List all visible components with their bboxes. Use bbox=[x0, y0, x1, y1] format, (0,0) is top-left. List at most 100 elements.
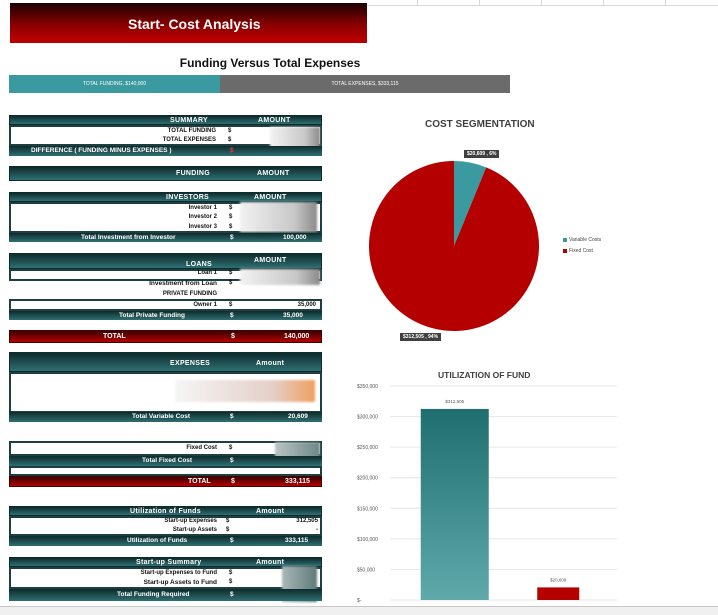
utilization-total-bar: Utilization of Funds $ 333,115 bbox=[9, 536, 322, 546]
funding-vs-expenses-title: Funding Versus Total Expenses bbox=[179, 56, 361, 70]
fixed-total-currency: $ bbox=[230, 457, 234, 464]
startup-summary-title: Start-up Summary bbox=[136, 559, 202, 566]
startup-total-label: Total Funding Required bbox=[117, 591, 190, 598]
investors-total-currency: $ bbox=[230, 234, 234, 241]
investors-total-value: 100,000 bbox=[283, 234, 307, 241]
pie-legend-item-variable: Variable Costs bbox=[563, 237, 601, 243]
pie-label-variable: $20,609 , 6% bbox=[464, 150, 500, 158]
utilization-row-label: Start-up Expenses bbox=[164, 518, 217, 524]
utilization-row-value: - bbox=[316, 527, 318, 533]
utilization-row-label: Start-up Assets bbox=[172, 527, 217, 533]
private-funding-title: PRIVATE FUNDING bbox=[162, 291, 217, 297]
expenses-total-bar: TOTAL $ 333,115 bbox=[9, 476, 322, 487]
summary-row-label: TOTAL EXPENSES bbox=[162, 137, 216, 143]
loan-currency: $ bbox=[229, 270, 233, 276]
utilization-total-value: 333,115 bbox=[285, 537, 309, 544]
loans-total-label: Investment from Loan bbox=[149, 280, 217, 287]
startup-total-currency: $ bbox=[230, 591, 234, 598]
startup-total-bar: Total Funding Required $ bbox=[9, 589, 322, 601]
utilization-row-value: 312,505 bbox=[296, 518, 318, 524]
total-expenses-bar[interactable]: TOTAL EXPENSES, $333,115 bbox=[220, 75, 510, 93]
investor-label: Investor 2 bbox=[188, 214, 217, 220]
expenses-title: EXPENSES bbox=[170, 360, 211, 367]
investors-total-bar: Total Investment from Investor $ 100,000 bbox=[9, 233, 322, 242]
summary-row-label: TOTAL FUNDING bbox=[167, 128, 216, 134]
startup-summary-row-currency: $ bbox=[229, 570, 233, 576]
utilization-amount-header: Amount bbox=[256, 508, 285, 515]
difference-bar: DIFFERENCE ( FUNDING MINUS EXPENSES ) $ bbox=[9, 146, 322, 156]
utilization-total-label: Utilization of Funds bbox=[127, 537, 188, 544]
cost-segmentation-pie[interactable] bbox=[366, 160, 546, 334]
redacted-loan-value bbox=[240, 269, 320, 285]
fixed-total-label: Total Fixed Cost bbox=[142, 457, 193, 464]
pie-chart-title: COST SEGMENTATION bbox=[425, 119, 535, 130]
bar-data-label: $20,609 bbox=[550, 577, 567, 582]
investors-total-label: Total Investment from Investor bbox=[81, 234, 176, 241]
utilization-total-currency: $ bbox=[230, 537, 234, 544]
utilization-box bbox=[9, 516, 322, 536]
funding-header: FUNDING AMOUNT bbox=[9, 166, 322, 181]
grand-total-value: 140,000 bbox=[284, 333, 310, 340]
fixed-cost-label: Fixed Cost bbox=[186, 445, 217, 451]
sheet-tab-bar[interactable] bbox=[0, 606, 718, 615]
private-funder-label: Owner 1 bbox=[193, 302, 217, 308]
utilization-bar-chart[interactable]: $- $50,000 $100,000 $150,000 $200,000 $250,00… bbox=[355, 380, 625, 606]
loans-title: LOANS bbox=[186, 261, 212, 268]
pie-legend-fixed-label: Fixed Cost bbox=[569, 248, 593, 254]
fixed-total-bar: Total Fixed Cost $ bbox=[9, 456, 322, 466]
bar-chart-title: UTILIZATION OF FUND bbox=[438, 370, 531, 380]
bar-ytick-label: $350,000 bbox=[357, 384, 378, 390]
pie-label-fixed: $312,505 , 94% bbox=[400, 333, 442, 341]
pie-slice-fixed-cost[interactable] bbox=[369, 161, 539, 331]
startup-summary-header: Start-up Summary Amount bbox=[9, 557, 322, 567]
bar-ytick-label: $150,000 bbox=[357, 506, 378, 512]
expenses-header: EXPENSES Amount bbox=[9, 352, 322, 372]
grand-total-currency: $ bbox=[231, 333, 235, 340]
expenses-total-currency: $ bbox=[231, 478, 235, 485]
variable-total-currency: $ bbox=[230, 413, 234, 420]
startup-summary-row-label: Start-up Assets to Fund bbox=[143, 579, 217, 586]
fixed-cost-currency: $ bbox=[229, 445, 233, 451]
private-total-bar: Total Private Funding $ 35,000 bbox=[9, 311, 322, 320]
bar-data-label: $312,505 bbox=[445, 399, 464, 404]
private-total-label: Total Private Funding bbox=[119, 312, 185, 319]
loans-total-currency: $ bbox=[229, 280, 233, 286]
pie-slice-variable-costs[interactable] bbox=[454, 161, 487, 246]
redacted-variable-expenses bbox=[175, 380, 315, 402]
grand-total-bar: TOTAL $ 140,000 bbox=[9, 330, 322, 343]
loan-label: Loan 1 bbox=[197, 270, 217, 276]
sheet-gridlines bbox=[367, 0, 718, 6]
expenses-amount-header: Amount bbox=[256, 360, 285, 367]
summary-row-currency: $ bbox=[228, 137, 232, 143]
investors-title: INVESTORS bbox=[166, 194, 210, 201]
utilization-header: Utilization of Funds Amount bbox=[9, 506, 322, 516]
funding-amount-header: AMOUNT bbox=[257, 170, 290, 177]
investors-header: INVESTORS AMOUNT bbox=[9, 192, 322, 202]
loans-amount-header: AMOUNT bbox=[254, 257, 287, 264]
startup-summary-row-currency: $ bbox=[229, 579, 233, 585]
bar-ytick-label: $300,000 bbox=[357, 415, 378, 421]
loans-header: LOANS AMOUNT bbox=[9, 253, 322, 269]
utilization-row-currency: $ bbox=[226, 527, 230, 533]
investor-currency: $ bbox=[229, 224, 233, 230]
bar-ytick-label: $- bbox=[357, 598, 362, 604]
private-funder-currency: $ bbox=[229, 302, 233, 308]
bar-start-up-expenses[interactable] bbox=[420, 408, 489, 600]
grand-total-label: TOTAL bbox=[103, 333, 126, 340]
bar-ytick-label: $250,000 bbox=[357, 445, 378, 451]
expenses-total-label: TOTAL bbox=[188, 478, 211, 485]
redacted-investor-values bbox=[240, 202, 317, 232]
bar-ytick-label: $50,000 bbox=[357, 567, 375, 573]
startup-summary-row-label: Start-up Expenses to Fund bbox=[140, 570, 217, 576]
investor-label: Investor 3 bbox=[188, 224, 217, 230]
total-funding-bar[interactable]: TOTAL FUNDING, $140,000 bbox=[9, 75, 220, 93]
investor-currency: $ bbox=[229, 214, 233, 220]
difference-currency: $ bbox=[230, 147, 234, 154]
private-funder-value: 35,000 bbox=[297, 302, 316, 308]
bar-start-up-assets[interactable] bbox=[537, 587, 580, 600]
expenses-total-value: 333,115 bbox=[285, 478, 310, 485]
private-funding-box bbox=[9, 299, 322, 311]
investor-currency: $ bbox=[229, 205, 233, 211]
summary-title: SUMMARY bbox=[170, 117, 209, 124]
private-total-value: 35,000 bbox=[283, 312, 303, 319]
